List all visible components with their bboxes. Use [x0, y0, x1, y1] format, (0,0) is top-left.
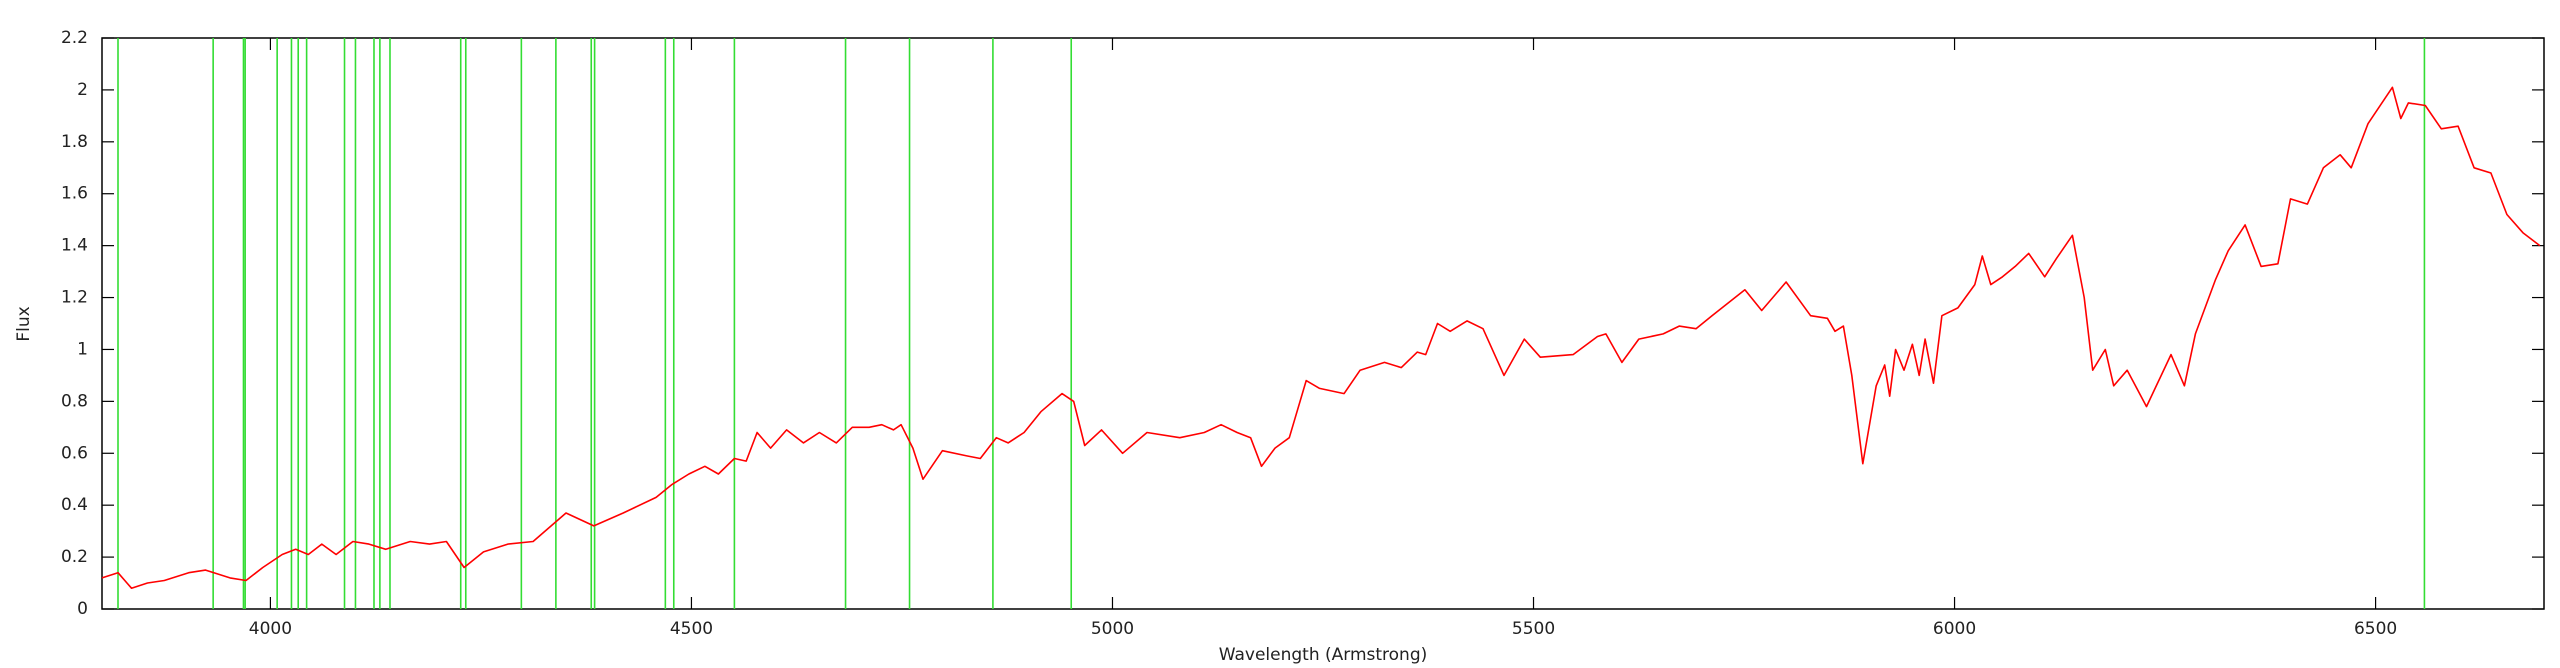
y-axis-label: Flux — [14, 306, 34, 341]
plot-frame — [101, 37, 2545, 610]
y-tick-label: 1.8 — [61, 132, 88, 152]
y-tick-label: 0.4 — [61, 495, 88, 515]
x-tick-label: 6000 — [1933, 619, 1976, 639]
y-tick-label: 1.2 — [61, 288, 88, 308]
y-tick-label: 0.6 — [61, 443, 88, 463]
y-tick-label: 1.6 — [61, 184, 88, 204]
y-tick-label: 0.8 — [61, 391, 88, 411]
spectrum-line — [101, 86, 2541, 589]
x-tick-label: 5500 — [1512, 619, 1555, 639]
x-tick-label: 4000 — [249, 619, 292, 639]
y-tick-label: 1 — [77, 339, 88, 359]
x-tick-label: 6500 — [2354, 619, 2397, 639]
x-tick-label: 5000 — [1091, 619, 1134, 639]
y-tick-label: 0.2 — [61, 547, 88, 567]
x-tick-label: 4500 — [670, 619, 713, 639]
x-axis-label: Wavelength (Armstrong) — [1219, 645, 1428, 665]
y-tick-label: 1.4 — [61, 236, 88, 256]
y-tick-label: 0 — [77, 599, 88, 619]
y-tick-label: 2 — [77, 80, 88, 100]
y-tick-label: 2.2 — [61, 28, 88, 48]
